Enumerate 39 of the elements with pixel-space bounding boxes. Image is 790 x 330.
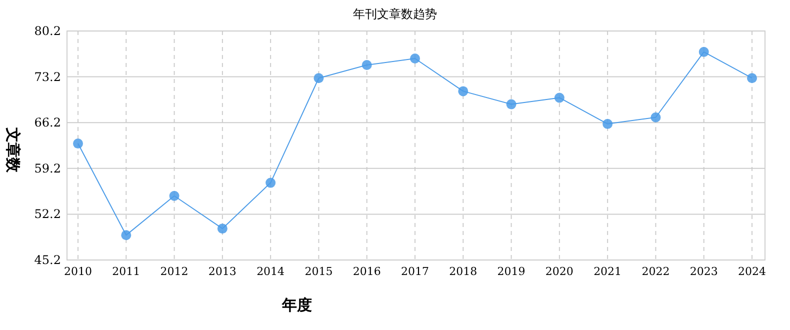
x-tick-label: 2011 xyxy=(112,265,140,278)
x-tick-label: 2017 xyxy=(401,265,429,278)
x-axis-title: 年度 xyxy=(281,296,312,314)
x-tick-label: 2016 xyxy=(352,265,381,278)
x-tick-label: 2018 xyxy=(449,265,478,278)
y-tick-label: 52.2 xyxy=(34,207,61,222)
x-tick-label: 2014 xyxy=(256,265,285,278)
y-tick-label: 73.2 xyxy=(34,70,61,84)
point xyxy=(410,53,420,64)
y-tick-label: 66.2 xyxy=(34,116,61,130)
point xyxy=(458,86,468,96)
point xyxy=(266,178,276,188)
x-tick-label: 2022 xyxy=(642,265,670,278)
x-tick-label: 2012 xyxy=(160,265,188,278)
x-tick-label: 2021 xyxy=(594,265,622,278)
point xyxy=(602,118,613,129)
point xyxy=(169,190,180,201)
chart-title: 年刊文章数趋势 xyxy=(353,7,437,21)
point xyxy=(121,230,132,240)
x-tick-label: 2020 xyxy=(545,265,574,278)
x-tick-label: 2023 xyxy=(690,265,718,278)
y-axis-title: 文章数 xyxy=(4,126,22,174)
point xyxy=(554,92,564,103)
y-tick-label: 45.2 xyxy=(34,253,61,267)
point xyxy=(362,60,372,70)
x-tick-label: 2019 xyxy=(497,265,526,278)
x-tick-label: 2013 xyxy=(208,265,236,278)
y-tick-label: 80.2 xyxy=(34,24,61,38)
x-tick-label: 2024 xyxy=(738,265,766,278)
point xyxy=(73,138,83,149)
point xyxy=(650,112,661,122)
x-tick-label: 2015 xyxy=(304,265,333,278)
point xyxy=(217,224,228,234)
y-tick-label: 59.2 xyxy=(34,161,61,176)
point xyxy=(747,73,757,84)
point xyxy=(506,99,516,110)
point xyxy=(698,46,709,57)
x-tick-label: 2010 xyxy=(64,265,92,278)
point xyxy=(314,73,324,84)
